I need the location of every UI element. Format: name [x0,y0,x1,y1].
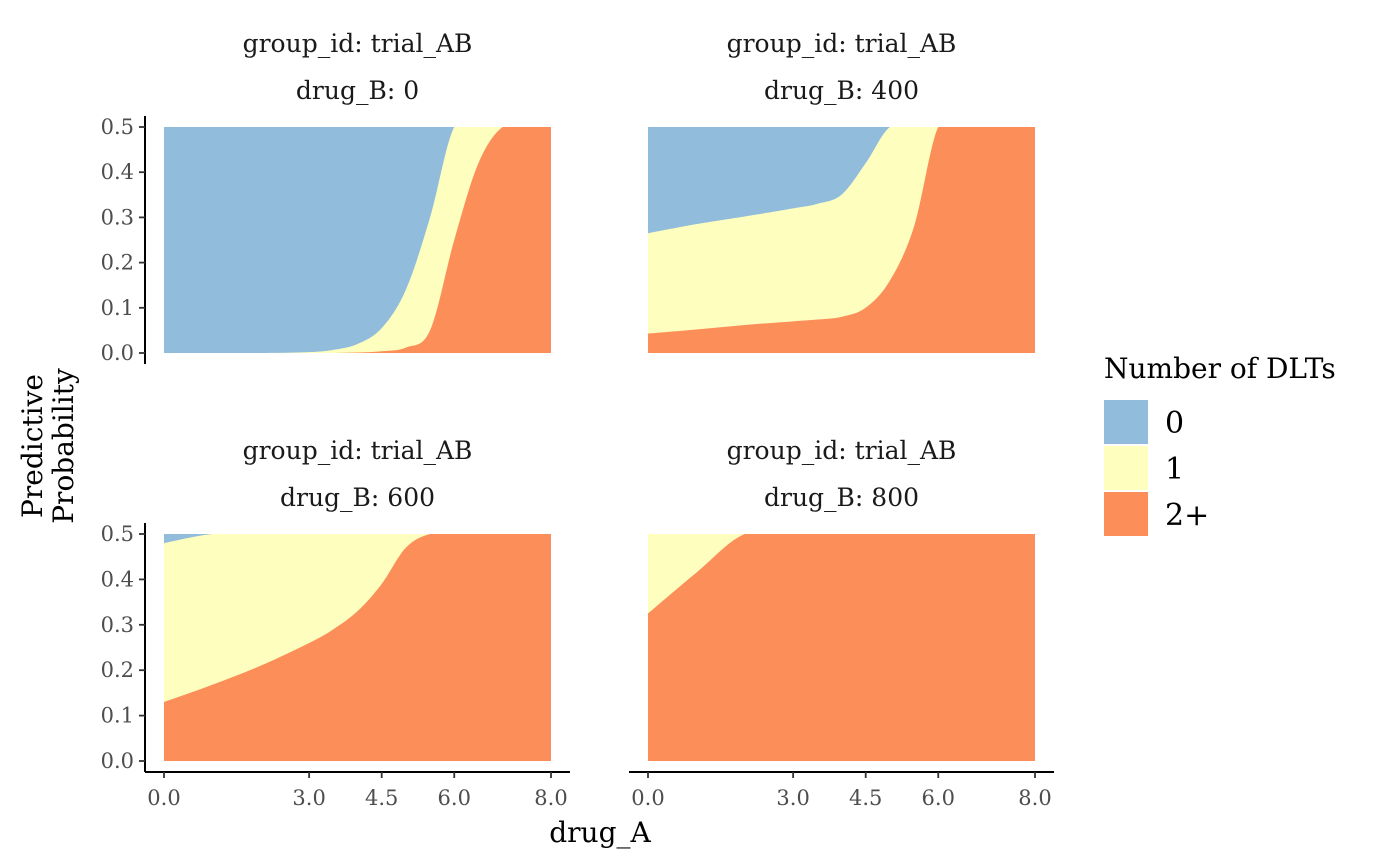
legend-key-1 [1104,446,1148,490]
legend-label-1: 1 [1165,452,1184,487]
x-tick-label: 3.0 [292,786,325,810]
legend-label-2: 2+ [1165,498,1209,533]
y-tick-label: 0.0 [101,749,134,773]
strip-label-group-3: group_id: trial_AB [727,436,957,465]
x-tick-label: 6.0 [438,786,471,810]
strip-label-group-2: group_id: trial_AB [243,436,473,465]
panel-2: group_id: trial_AB drug_B: 600 [164,436,551,761]
axes-layer: 0.0 0.1 0.2 0.3 0.4 0.5 0.0 0.1 0.2 0.3 0.4 0.5 0.0 3… [101,115,1054,810]
y-tick-label: 0.5 [101,115,134,139]
y-tick-label: 0.1 [101,296,134,320]
legend-title: Number of DLTs [1104,352,1336,385]
y-tick-label: 0.5 [101,522,134,546]
y-axis-title-line-2: Probability [47,368,80,524]
y-tick-label: 0.3 [101,205,134,229]
y-tick-label: 0.4 [101,567,134,591]
legend: Number of DLTs 0 1 2+ [1104,352,1336,536]
area-dlt-2plus [648,127,1035,353]
y-tick-label: 0.2 [101,251,134,275]
y-axis-title-line-1: Predictive [16,374,49,518]
legend-key-0 [1104,400,1148,444]
x-tick-label: 8.0 [534,786,567,810]
x-tick-label: 3.0 [776,786,809,810]
legend-label-0: 0 [1165,406,1184,441]
y-tick-label: 0.4 [101,160,134,184]
panel-0: group_id: trial_AB drug_B: 0 [164,29,551,353]
panel-1: group_id: trial_AB drug_B: 400 [648,29,1035,353]
x-tick-label: 4.5 [365,786,398,810]
x-tick-label: 6.0 [922,786,955,810]
strip-label-drug-b-3: drug_B: 800 [764,483,919,512]
y-tick-label: 0.1 [101,704,134,728]
x-axis-title: drug_A [549,816,651,849]
x-tick-label: 4.5 [849,786,882,810]
panel-3: group_id: trial_AB drug_B: 800 [648,436,1035,761]
strip-label-group-0: group_id: trial_AB [243,29,473,58]
strip-label-drug-b-2: drug_B: 600 [280,483,435,512]
x-tick-label: 0.0 [631,786,664,810]
y-tick-label: 0.2 [101,658,134,682]
y-tick-label: 0.3 [101,613,134,637]
area-dlt-2plus [164,127,551,353]
legend-key-2 [1104,492,1148,536]
area-dlt-2plus [164,534,551,761]
strip-label-drug-b-0: drug_B: 0 [296,76,419,105]
strip-label-group-1: group_id: trial_AB [727,29,957,58]
y-tick-label: 0.0 [101,341,134,365]
x-tick-label: 0.0 [147,786,180,810]
x-tick-label: 8.0 [1018,786,1051,810]
area-dlt-2plus [648,534,1035,761]
strip-label-drug-b-1: drug_B: 400 [764,76,919,105]
